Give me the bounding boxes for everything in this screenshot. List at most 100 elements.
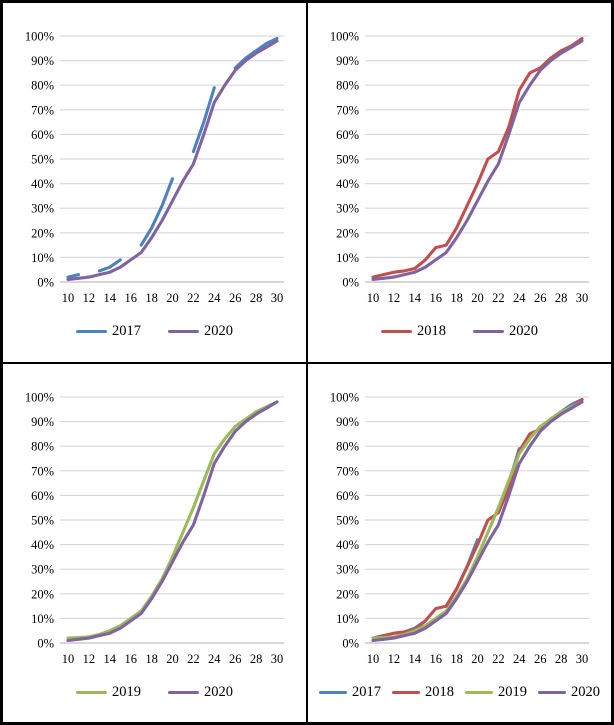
x-tick-label: 14 xyxy=(104,291,117,305)
x-tick-label: 26 xyxy=(534,652,547,666)
gridlines: 0% 10% 20% 30% 40% 50% 60% 70% 80% 90% 100% xyxy=(330,30,589,290)
legend-label-2018: 2018 xyxy=(417,323,446,339)
legend-swatch-2018 xyxy=(381,330,412,333)
x-tick-labels: 10 12 14 16 18 20 22 24 26 28 30 xyxy=(367,291,589,305)
x-tick-label: 18 xyxy=(145,291,158,305)
legend-swatch-2018 xyxy=(392,690,420,694)
series-line-2017 xyxy=(66,36,279,279)
legend-label-2017: 2017 xyxy=(112,323,141,339)
x-tick-label: 10 xyxy=(367,291,380,305)
y-tick-label: 70% xyxy=(336,464,359,478)
chart-svg-top-left: 0%10%20%30%40%50%60%70%80%90%100%10 12 14 1… xyxy=(25,30,284,305)
gridlines: 0% 10% 20% 30% 40% 50% 60% 70% 80% 90% 100% xyxy=(25,30,284,290)
y-tick-label: 40% xyxy=(336,177,359,191)
y-tick-label: 10% xyxy=(31,611,54,625)
legend-item-2020: 2020 xyxy=(473,323,538,340)
x-tick-label: 30 xyxy=(271,652,284,666)
chart-canvas-bottom-left: 0% 10% 20% 30% 40% 50% 60% 70% 80% 90% 100% 10 12 14 1… xyxy=(3,364,306,676)
y-tick-label: 60% xyxy=(31,128,54,142)
x-tick-label: 20 xyxy=(166,652,179,666)
y-tick-label: 30% xyxy=(336,562,359,576)
x-tick-label: 16 xyxy=(429,291,442,305)
y-tick-label: 0% xyxy=(37,636,54,650)
y-tick-label: 70% xyxy=(31,103,54,117)
y-tick-label: 60% xyxy=(336,128,359,142)
legend-top-left: 2017 2020 xyxy=(3,323,306,340)
y-tick-label: 60% xyxy=(31,488,54,502)
legend-label-2020: 2020 xyxy=(204,683,233,700)
legend-bottom-left: 2019 2020 xyxy=(3,684,306,701)
series-line-2019 xyxy=(66,399,279,640)
x-tick-label: 14 xyxy=(409,291,422,305)
series-line-2017 xyxy=(371,397,584,640)
x-tick-label: 14 xyxy=(104,652,117,666)
x-tick-label: 26 xyxy=(229,652,242,666)
x-tick-label: 24 xyxy=(513,291,526,305)
legend-item-2017: 2017 xyxy=(319,684,381,701)
series-line-2018 xyxy=(371,36,584,279)
x-tick-label: 20 xyxy=(166,291,179,305)
chart-panel-bottom-left: 0% 10% 20% 30% 40% 50% 60% 70% 80% 90% 100% 10 12 14 1… xyxy=(2,362,307,723)
chart-svg-top-right: 0%10%20%30%40%50%60%70%80%90%100%10 12 14 1… xyxy=(330,30,589,305)
y-tick-label: 90% xyxy=(31,54,54,68)
y-tick-label: 20% xyxy=(31,587,54,601)
x-tick-label: 24 xyxy=(208,652,221,666)
y-tick-label: 100% xyxy=(330,390,359,404)
series-line-2018 xyxy=(371,397,584,640)
legend-swatch-2020 xyxy=(538,690,566,694)
chart-canvas-bottom-right: 0% 10% 20% 30% 40% 50% 60% 70% 80% 90% 100% 10 12 14 1… xyxy=(308,364,611,676)
legend-label-2020: 2020 xyxy=(509,323,538,339)
x-tick-label: 12 xyxy=(83,291,96,305)
x-tick-label: 28 xyxy=(555,652,568,666)
y-tick-label: 70% xyxy=(336,103,359,117)
x-tick-labels: 10 12 14 16 18 20 22 24 26 28 30 xyxy=(62,291,284,305)
y-tick-label: 90% xyxy=(336,415,359,429)
chart-svg-bottom-left: 0%10%20%30%40%50%60%70%80%90%100%10 12 14 1… xyxy=(25,390,284,666)
y-tick-label: 80% xyxy=(31,79,54,93)
y-tick-label: 10% xyxy=(336,611,359,625)
x-tick-label: 26 xyxy=(534,291,547,305)
y-tick-label: 100% xyxy=(25,30,54,44)
series-line-2020 xyxy=(66,399,279,642)
x-tick-label: 26 xyxy=(229,291,242,305)
legend-item-2017: 2017 xyxy=(76,323,141,340)
legend-item-2020: 2020 xyxy=(168,323,233,340)
series-line-2020 xyxy=(371,39,584,282)
x-tick-label: 16 xyxy=(124,652,137,666)
series-line-2019 xyxy=(371,399,584,640)
x-tick-label: 22 xyxy=(187,652,200,666)
chart-svg-bottom-right: 0%10%20%30%40%50%60%70%80%90%100%10 12 14 1… xyxy=(330,390,589,666)
chart-canvas-top-left: 0% 10% 20% 30% 40% 50% 60% 70% 80% 90% 100% 10 12 14 1… xyxy=(3,3,306,315)
y-tick-label: 20% xyxy=(336,587,359,601)
legend-swatch-2017 xyxy=(319,690,347,694)
y-tick-label: 10% xyxy=(336,251,359,265)
x-tick-label: 18 xyxy=(145,652,158,666)
x-tick-label: 30 xyxy=(271,291,284,305)
x-tick-label: 10 xyxy=(62,652,75,666)
y-tick-label: 30% xyxy=(336,202,359,216)
y-tick-label: 50% xyxy=(31,513,54,527)
y-tick-label: 20% xyxy=(336,226,359,240)
legend-item-2020: 2020 xyxy=(168,684,233,701)
x-tick-label: 28 xyxy=(555,291,568,305)
x-tick-label: 30 xyxy=(576,291,589,305)
x-tick-label: 28 xyxy=(250,652,263,666)
y-tick-label: 70% xyxy=(31,464,54,478)
y-tick-label: 30% xyxy=(31,202,54,216)
gridlines: 0% 10% 20% 30% 40% 50% 60% 70% 80% 90% 100% xyxy=(25,390,284,650)
legend-item-2020: 2020 xyxy=(538,684,600,701)
x-tick-label: 12 xyxy=(388,652,401,666)
x-tick-label: 10 xyxy=(62,291,75,305)
y-tick-label: 50% xyxy=(336,153,359,167)
y-tick-label: 50% xyxy=(336,513,359,527)
y-tick-label: 100% xyxy=(25,390,54,404)
x-tick-label: 22 xyxy=(492,291,505,305)
chart-canvas-top-right: 0% 10% 20% 30% 40% 50% 60% 70% 80% 90% 100% 10 12 14 1… xyxy=(308,3,611,315)
x-tick-label: 28 xyxy=(250,291,263,305)
x-tick-label: 14 xyxy=(409,652,422,666)
y-tick-label: 80% xyxy=(31,439,54,453)
x-tick-labels: 10 12 14 16 18 20 22 24 26 28 30 xyxy=(367,652,589,666)
x-tick-label: 30 xyxy=(576,652,589,666)
legend-label-2017: 2017 xyxy=(352,683,381,700)
